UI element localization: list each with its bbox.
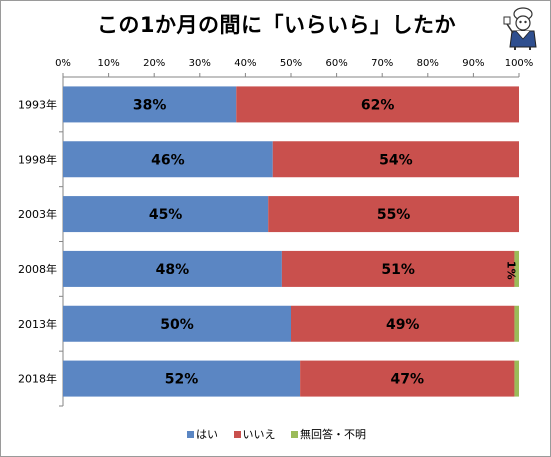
data-label: 49% bbox=[386, 317, 420, 333]
x-tick-label: 20% bbox=[143, 58, 165, 69]
legend-item-yes: はい bbox=[187, 426, 218, 442]
bar-0-3 bbox=[63, 250, 282, 287]
bar-0-0 bbox=[63, 86, 237, 123]
data-label: 45% bbox=[149, 207, 183, 223]
x-tick-label: 50% bbox=[280, 58, 302, 69]
legend-item-no: いいえ bbox=[233, 426, 276, 442]
data-label: 1% bbox=[505, 261, 518, 280]
data-label: 51% bbox=[381, 262, 415, 278]
legend-item-na: 無回答・不明 bbox=[291, 426, 366, 442]
x-tick-label: 40% bbox=[234, 58, 256, 69]
y-tick-label: 2008年 bbox=[18, 262, 57, 276]
bar-0-4 bbox=[63, 305, 291, 342]
y-tick-label: 1993年 bbox=[18, 97, 57, 111]
legend-label-na: 無回答・不明 bbox=[300, 428, 366, 441]
legend: はい いいえ 無回答・不明 bbox=[1, 426, 551, 442]
x-tick-label: 80% bbox=[417, 58, 439, 69]
bar-1-2 bbox=[268, 196, 519, 233]
data-label: 52% bbox=[165, 372, 199, 388]
data-label: 46% bbox=[151, 152, 185, 168]
bar-0-1 bbox=[63, 141, 273, 178]
data-label: 48% bbox=[156, 262, 190, 278]
legend-label-yes: はい bbox=[196, 428, 218, 441]
data-label: 62% bbox=[361, 97, 395, 113]
bar-1-5 bbox=[300, 360, 515, 397]
data-label: 54% bbox=[379, 152, 413, 168]
legend-label-no: いいえ bbox=[242, 428, 276, 441]
bar-0-2 bbox=[63, 196, 269, 233]
data-label: 55% bbox=[377, 207, 411, 223]
chart-title: この1か月の間に「いらいら」したか bbox=[96, 13, 457, 37]
x-tick-label: 0% bbox=[55, 58, 71, 69]
bar-1-3 bbox=[281, 250, 515, 287]
bar-2-5 bbox=[514, 360, 519, 397]
y-tick-label: 2018年 bbox=[18, 372, 57, 386]
legend-swatch-na bbox=[291, 431, 298, 438]
bar-2-4 bbox=[514, 305, 519, 342]
legend-swatch-yes bbox=[187, 431, 194, 438]
bar-1-0 bbox=[236, 86, 519, 123]
y-tick-label: 1998年 bbox=[18, 152, 57, 166]
plot-area: 0% 10% 20% 30% 40% 50% 60% 70% 80% 90% 100% 1993年 38… bbox=[18, 58, 534, 407]
bar-0-5 bbox=[63, 360, 301, 397]
x-tick-label: 30% bbox=[189, 58, 211, 69]
bar-1-1 bbox=[272, 141, 519, 178]
x-tick-label: 60% bbox=[325, 58, 347, 69]
x-tick-label: 10% bbox=[97, 58, 119, 69]
bar-1-4 bbox=[291, 305, 515, 342]
data-label: 50% bbox=[160, 317, 194, 333]
x-tick-label: 70% bbox=[371, 58, 393, 69]
data-label: 47% bbox=[391, 372, 425, 388]
data-label: 38% bbox=[133, 97, 167, 113]
bar-2-3 bbox=[514, 250, 519, 287]
y-tick-label: 2013年 bbox=[18, 317, 57, 331]
legend-swatch-no bbox=[233, 431, 241, 438]
x-tick-label: 90% bbox=[462, 58, 484, 69]
x-tick-label: 100% bbox=[505, 58, 534, 69]
mascot-logo-icon bbox=[503, 7, 537, 50]
y-tick-label: 2003年 bbox=[18, 207, 57, 221]
